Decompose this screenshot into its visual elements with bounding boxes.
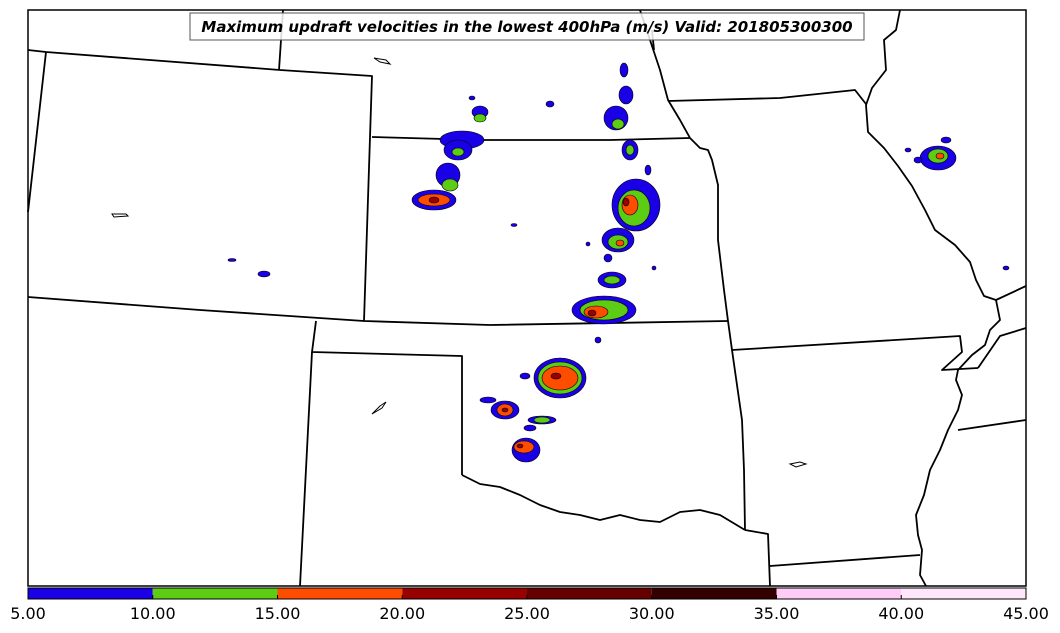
colorbar: 5.00 10.00 15.00 20.00 25.00 30.00 35.00 40.00 4… [10, 587, 1049, 623]
colorbar-bin [277, 588, 403, 599]
colorbar-tick-label: 45.00 [1003, 604, 1049, 623]
colorbar-bin [651, 588, 777, 599]
colorbar-bin [776, 588, 902, 599]
colorbar-tick-label: 15.00 [255, 604, 301, 623]
colorbar-bin [527, 588, 652, 599]
state-boundaries [27, 9, 1027, 587]
colorbar-tick-label: 35.00 [754, 604, 800, 623]
title-box: Maximum updraft velocities in the lowest… [189, 12, 865, 41]
colorbar-tick-label: 25.00 [504, 604, 550, 623]
map-border [27, 9, 1027, 587]
colorbar-bin [28, 588, 153, 599]
colorbar-bin [402, 588, 527, 599]
map-title: Maximum updraft velocities in the lowest… [201, 18, 852, 36]
colorbar-tick-label: 10.00 [130, 604, 176, 623]
updraft-contours [227, 62, 1010, 463]
colorbar-tick-label: 30.00 [629, 604, 675, 623]
colorbar-tick-label: 5.00 [10, 604, 46, 623]
colorbar-tick-label: 20.00 [379, 604, 425, 623]
map-panel [28, 10, 1026, 586]
colorbar-tick-label: 40.00 [878, 604, 924, 623]
colorbar-bin [152, 588, 278, 599]
colorbar-bin [901, 588, 1026, 599]
lakes [111, 57, 808, 468]
